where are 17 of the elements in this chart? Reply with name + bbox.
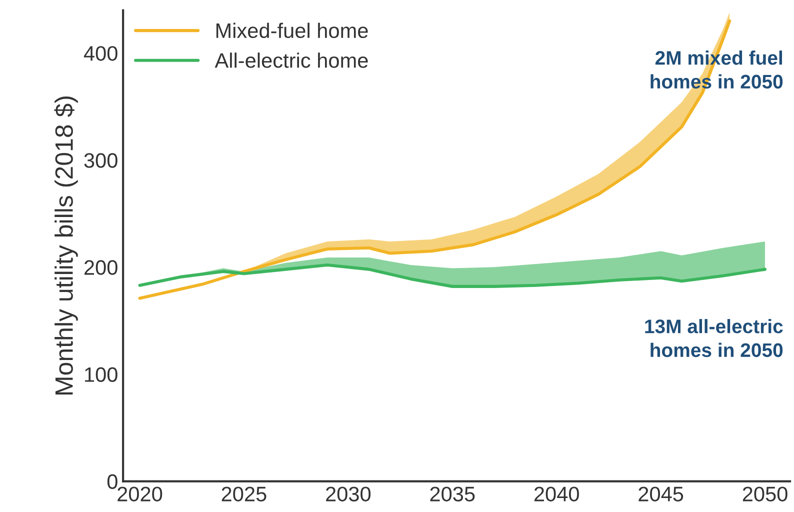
x-tick-label: 2050	[742, 486, 788, 502]
annotation: 13M all-electric homes in 2050	[645, 319, 783, 358]
y-axis-title: Monthly utility bills (2018 $)	[54, 96, 78, 394]
x-tick-label: 2025	[222, 486, 266, 502]
y-tick-label: 400	[84, 46, 118, 61]
x-tick-label: 2035	[430, 486, 475, 502]
x-tick-label: 2040	[534, 486, 579, 502]
x-tick-label: 2030	[326, 486, 371, 502]
line-series	[138, 264, 767, 288]
x-tick-label: 2020	[118, 486, 162, 502]
legend-label: All-electric home	[214, 52, 368, 68]
y-tick-label: 0	[107, 474, 118, 490]
y-tick-label: 100	[85, 367, 118, 382]
y-tick-label: 300	[84, 153, 118, 168]
y-tick-label: 200	[84, 260, 118, 275]
x-tick-label: 2045	[638, 486, 684, 502]
legend-label: Mixed-fuel home	[216, 22, 368, 38]
